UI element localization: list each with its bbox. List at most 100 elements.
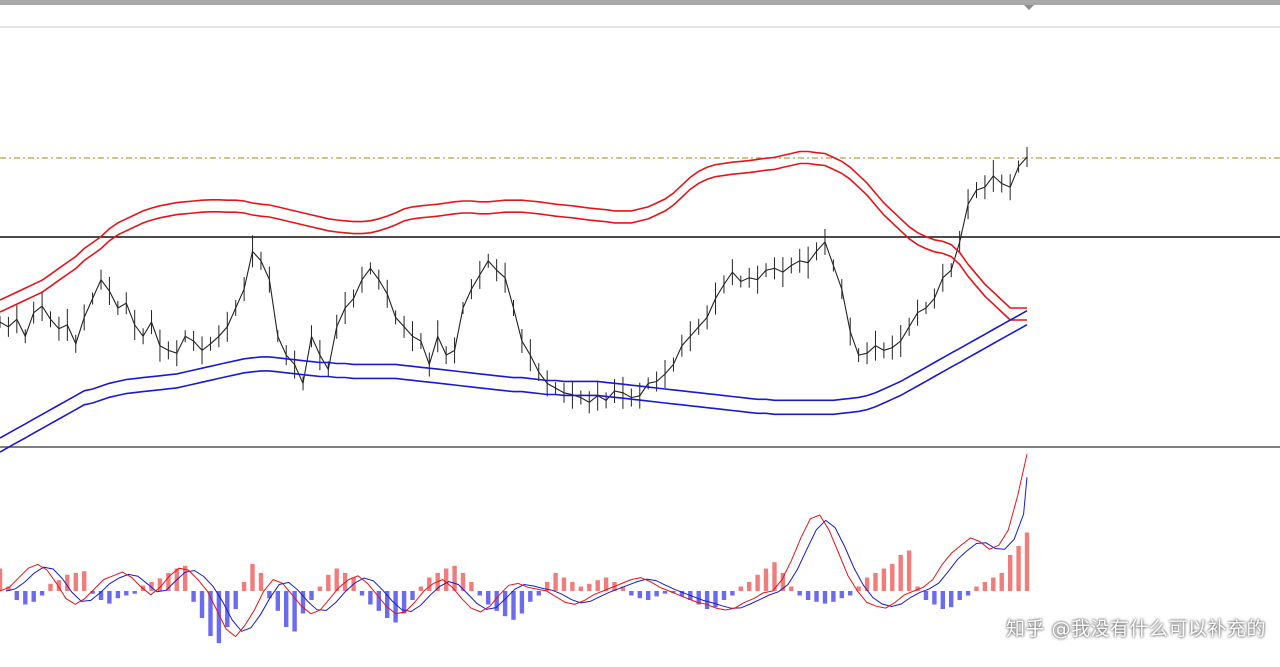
histogram-bar [124,591,129,596]
histogram-bar [704,591,710,609]
histogram-bar [881,568,887,591]
histogram-bar [831,591,836,602]
histogram-bar [772,562,777,591]
histogram-bar [31,591,36,602]
histogram-bar [974,586,979,591]
histogram-bar [98,591,104,600]
histogram-bar [300,591,306,614]
histogram-bar [48,583,53,591]
histogram-bar [14,591,19,600]
histogram-bar [149,582,154,591]
histogram-bar [115,591,121,599]
histogram-bar [805,591,811,600]
histogram-bar [401,591,407,614]
histogram-bar [191,591,196,602]
histogram-bar [839,591,844,599]
histogram-bar [721,591,727,600]
histogram-bar [359,591,365,596]
histogram-bar [90,591,95,594]
histogram-bar [553,573,558,591]
histogram-bar [267,591,272,599]
histogram-bar [511,591,516,620]
histogram-bar [275,591,280,611]
histogram-bar [536,591,541,596]
price-close-path [0,156,1028,403]
histogram-bar [1008,555,1013,591]
histogram-bar [873,573,878,591]
histogram-bar [940,591,945,609]
histogram-bar [730,591,735,596]
histogram-bar [890,564,895,591]
histogram-bar [763,568,769,591]
histogram-bar [216,591,222,644]
histogram-bar [157,578,163,591]
histogram-bar [755,574,760,591]
red-band-lower [0,162,1027,321]
histogram-bar [368,591,373,605]
histogram-bar [519,591,525,614]
histogram-bar [486,591,491,605]
histogram-bar [856,586,861,591]
histogram-bar [334,568,339,591]
histogram-bar [284,591,289,627]
histogram-bar [915,586,920,591]
histogram-bar [957,591,962,600]
histogram-bar [982,582,988,591]
histogram-bar [23,591,28,605]
histogram-bar [250,564,255,591]
histogram-bar [603,577,609,591]
histogram-bar [317,586,323,591]
histogram-bar [662,591,668,594]
histogram-bar [393,591,398,623]
histogram-bar [696,591,701,605]
histogram-bar [477,591,482,596]
histogram-bar [923,591,929,600]
histogram-bar [587,583,592,591]
histogram-bar [629,591,634,596]
histogram-bar [991,577,996,591]
histogram-bar [82,571,87,591]
histogram-bar [528,591,533,602]
candles-group [0,147,1028,414]
oscillator-lines-group [0,454,1028,638]
histogram-bar [225,591,230,627]
histogram-bar [502,591,508,617]
histogram-bar [418,586,424,591]
histogram-bar [999,573,1004,591]
histogram-bar [671,591,676,593]
histogram-bar [864,577,870,591]
histogram-group [0,532,1030,644]
histogram-bar [1024,532,1030,591]
histogram-bar [0,568,3,591]
watermark-text: 知乎 @我没有什么可以补充的 [1005,618,1266,640]
histogram-bar [822,591,828,604]
histogram-bar [906,550,912,591]
histogram-bar [814,591,819,602]
histogram-bar [326,574,331,591]
histogram-bar [39,591,45,596]
histogram-bar [620,586,626,591]
histogram-bar [6,586,11,591]
histogram-bar [309,591,314,600]
histogram-bar [73,573,78,591]
histogram-bar [427,577,432,591]
histogram-bar [444,568,449,591]
histogram-bar [452,565,457,591]
oscillator-red-line [0,454,1028,638]
histogram-bar [932,591,937,605]
histogram-bar [848,591,853,596]
histogram-bar [713,591,718,608]
histogram-bar [646,591,651,600]
histogram-bar [780,573,786,591]
histogram-bar [376,591,381,611]
histogram-bar [679,591,685,597]
histogram-bar [469,582,474,591]
histogram-bar [494,591,499,611]
histogram-bar [747,582,752,591]
histogram-bar [654,591,659,597]
histogram-bar [208,591,213,636]
histogram-bar [233,591,238,609]
oscillator-blue-line [5,477,1028,632]
top-bar [0,0,1280,5]
